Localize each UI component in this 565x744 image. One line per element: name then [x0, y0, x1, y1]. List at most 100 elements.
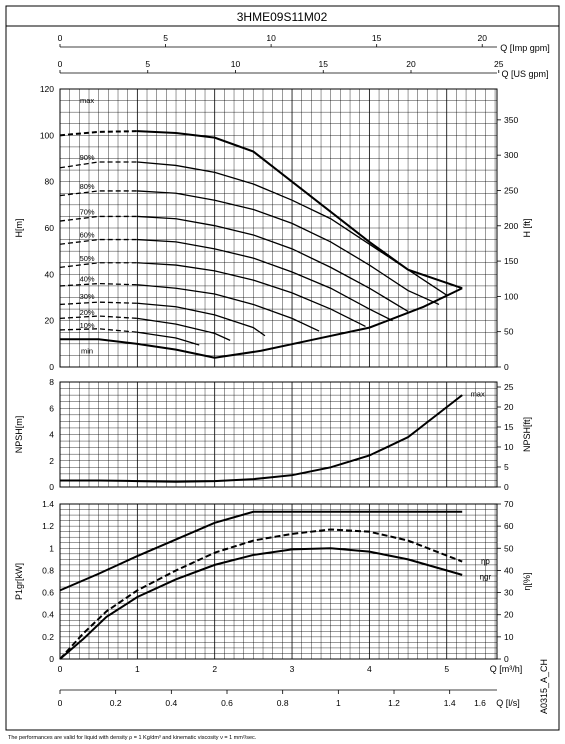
x-tick-label: 0 [58, 664, 63, 674]
y-right-axis-label: η[%] [522, 572, 532, 590]
y-right-tick-label: 50 [504, 543, 514, 553]
y-right-tick-label: 10 [504, 442, 514, 452]
x-tick-label: 1 [135, 664, 140, 674]
bottom-tick-label: 0.2 [110, 698, 122, 708]
top-tick-label: 25 [494, 59, 504, 69]
y-tick-label: 2 [49, 456, 54, 466]
y-right-tick-label: 350 [504, 115, 518, 125]
y-right-tick-label: 200 [504, 221, 518, 231]
bottom-tick-label: 0 [58, 698, 63, 708]
x-tick-label: 2 [212, 664, 217, 674]
y-tick-label: 0.4 [42, 610, 54, 620]
series-70%-dashed [59, 215, 138, 222]
y-tick-label: 1.4 [42, 499, 54, 509]
y-right-tick-label: 150 [504, 256, 518, 266]
series-30%-dashed [59, 301, 138, 306]
y-right-tick-label: 25 [504, 382, 514, 392]
series-60% [137, 238, 393, 322]
series-40% [137, 284, 320, 332]
curve-label: max [80, 96, 94, 105]
x-tick-label: 4 [367, 664, 372, 674]
grid-layer [59, 44, 501, 694]
chart-code: A0315_A_CH [539, 659, 549, 714]
curve-label: 80% [80, 182, 95, 191]
y-tick-label: 1.2 [42, 521, 54, 531]
curve-label: 70% [80, 207, 95, 216]
series-eta-p [59, 528, 463, 660]
bottom-tick-label: 0.6 [221, 698, 233, 708]
y-right-tick-label: 30 [504, 588, 514, 598]
series-20% [137, 317, 231, 341]
curve-label: 40% [80, 275, 95, 284]
y-tick-label: 1 [49, 543, 54, 553]
y-right-tick-label: 10 [504, 632, 514, 642]
top-tick-label: 10 [231, 59, 241, 69]
curve-label: 60% [80, 231, 95, 240]
top-tick-label: 5 [145, 59, 150, 69]
y-right-tick-label: 20 [504, 610, 514, 620]
curve-label: max [471, 389, 485, 398]
y-tick-label: 8 [49, 377, 54, 387]
curve-label: ηgr [480, 572, 492, 581]
x-axis-label: Q [m³/h] [490, 664, 523, 674]
series-max-dashed [59, 130, 138, 137]
y-tick-label: 60 [45, 223, 55, 233]
y-axis-label: NPSH[m] [14, 416, 24, 454]
series-npsh-max [60, 394, 463, 483]
y-tick-label: 80 [45, 177, 55, 187]
top-axis-label: Q [US gpm] [501, 69, 548, 79]
y-axis-label: H[m] [14, 219, 24, 238]
series-80% [137, 190, 440, 306]
y-right-tick-label: 50 [504, 327, 514, 337]
series-max [137, 130, 463, 290]
y-tick-label: 100 [40, 130, 54, 140]
series-40%-dashed [59, 282, 138, 287]
series-50% [137, 262, 366, 328]
y-right-tick-label: 40 [504, 565, 514, 575]
panel-frame [59, 88, 498, 368]
y-right-axis-label: H [ft] [522, 218, 532, 237]
series-90% [137, 161, 448, 296]
series-10% [137, 331, 200, 346]
series-70% [137, 215, 409, 312]
top-axis-label: Q [Imp gpm] [500, 43, 550, 53]
y-right-tick-label: 60 [504, 521, 514, 531]
series-20%-dashed [59, 315, 138, 319]
footnote: The performances are valid for liquid wi… [8, 735, 257, 741]
bottom-tick-label: 1 [336, 698, 341, 708]
curve-label: ηp [481, 557, 490, 566]
series-power [59, 510, 463, 592]
y-right-tick-label: 70 [504, 499, 514, 509]
y-tick-label: 4 [49, 430, 54, 440]
curve-label: 10% [80, 321, 95, 330]
panel-frame [59, 381, 498, 488]
series-50%-dashed [59, 262, 138, 269]
top-tick-label: 0 [58, 33, 63, 43]
bottom-tick-label: 0.8 [277, 698, 289, 708]
top-tick-label: 5 [163, 33, 168, 43]
top-tick-label: 20 [406, 59, 416, 69]
series-envelope [214, 287, 463, 359]
top-tick-label: 15 [372, 33, 382, 43]
y-right-axis-label: NPSH[ft] [522, 417, 532, 452]
y-tick-label: 0.6 [42, 588, 54, 598]
y-tick-label: 40 [45, 269, 55, 279]
y-tick-label: 0 [49, 362, 54, 372]
y-tick-label: 120 [40, 84, 54, 94]
y-tick-label: 0.2 [42, 632, 54, 642]
y-right-tick-label: 250 [504, 185, 518, 195]
series-eta-gr [59, 547, 463, 660]
curve-label: min [81, 346, 93, 355]
top-tick-label: 0 [58, 59, 63, 69]
y-right-tick-label: 100 [504, 291, 518, 301]
y-right-tick-label: 300 [504, 150, 518, 160]
x-tick-label: 5 [444, 664, 449, 674]
series-min [60, 338, 215, 359]
series-80%-dashed [59, 190, 138, 197]
curve-label: 20% [80, 308, 95, 317]
y-right-tick-label: 0 [504, 362, 509, 372]
curve-label: 90% [80, 153, 95, 162]
y-tick-label: 0.8 [42, 565, 54, 575]
panel-frame [59, 503, 498, 660]
